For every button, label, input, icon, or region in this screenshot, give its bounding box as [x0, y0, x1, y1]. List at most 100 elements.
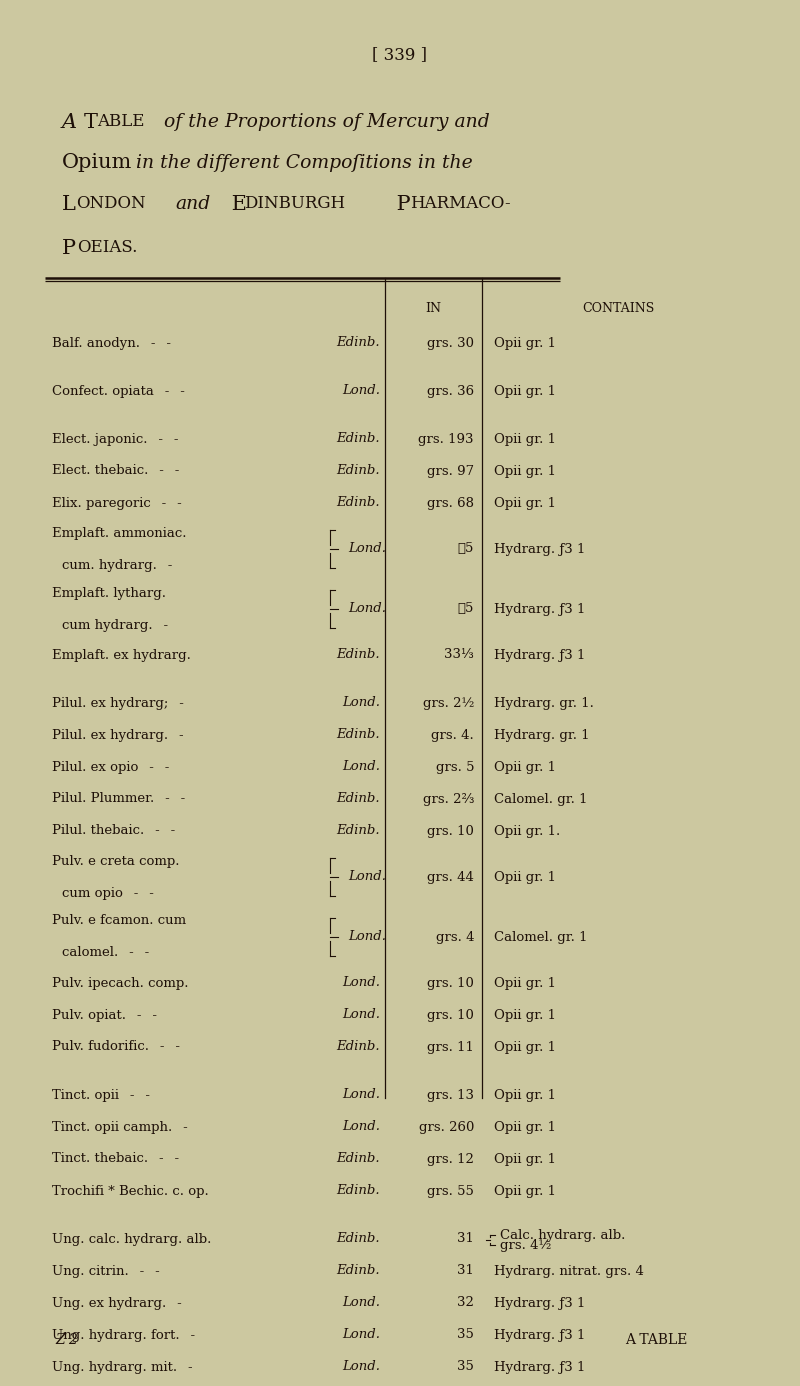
Text: Edinb.: Edinb. — [336, 825, 380, 837]
Text: grs. 55: grs. 55 — [427, 1185, 474, 1198]
Text: Lond.: Lond. — [342, 1088, 380, 1102]
Text: Edinb.: Edinb. — [336, 496, 380, 510]
Text: Edinb.: Edinb. — [336, 337, 380, 349]
Text: Lond.: Lond. — [342, 384, 380, 398]
Text: grs. 2½: grs. 2½ — [422, 697, 474, 710]
Text: grs. 10: grs. 10 — [427, 1009, 474, 1021]
Text: Confect. opiata  -  -: Confect. opiata - - — [52, 384, 191, 398]
Text: cum. hydrarg.  -: cum. hydrarg. - — [62, 559, 172, 571]
Text: Lond.: Lond. — [342, 1120, 380, 1134]
Text: grs. 36: grs. 36 — [427, 384, 474, 398]
Text: Elix. paregoric  -  -: Elix. paregoric - - — [52, 496, 188, 510]
Text: Lond.: Lond. — [342, 1009, 380, 1021]
Text: Elect. thebaic.  -  -: Elect. thebaic. - - — [52, 464, 186, 478]
Text: Edinb.: Edinb. — [336, 649, 380, 661]
Text: [ 339 ]: [ 339 ] — [373, 47, 427, 64]
Text: in the different Compoſitions in the: in the different Compoſitions in the — [130, 154, 473, 172]
Text: 31: 31 — [457, 1264, 474, 1278]
Text: grs. 13: grs. 13 — [427, 1088, 474, 1102]
Text: Lond.: Lond. — [342, 1296, 380, 1310]
Text: Emplaft. ammoniac.: Emplaft. ammoniac. — [52, 527, 186, 539]
Text: Hydrarg. ƒ3 1: Hydrarg. ƒ3 1 — [494, 542, 586, 556]
Text: Opii gr. 1: Opii gr. 1 — [494, 384, 556, 398]
Text: Lond.: Lond. — [342, 977, 380, 990]
Text: Tinct. thebaic.  -  -: Tinct. thebaic. - - — [52, 1153, 186, 1166]
Text: Hydrarg. ƒ3 1: Hydrarg. ƒ3 1 — [494, 1329, 586, 1342]
Text: Pulv. e creta comp.: Pulv. e creta comp. — [52, 855, 179, 868]
Text: Edinb.: Edinb. — [336, 729, 380, 742]
Text: Hydrarg. ƒ3 1: Hydrarg. ƒ3 1 — [494, 1296, 586, 1310]
Text: Lond.: Lond. — [348, 603, 386, 615]
Text: Lond.: Lond. — [342, 1329, 380, 1342]
Text: Lond.: Lond. — [348, 542, 386, 556]
Text: Emplaft. ex hydrarg.: Emplaft. ex hydrarg. — [52, 649, 198, 661]
Text: 35: 35 — [457, 1329, 474, 1342]
Text: grs. 10: grs. 10 — [427, 825, 474, 837]
Text: Pulv. e fcamon. cum: Pulv. e fcamon. cum — [52, 915, 186, 927]
Text: grs. 97: grs. 97 — [427, 464, 474, 478]
Text: grs. 44: grs. 44 — [427, 870, 474, 883]
Text: IN: IN — [426, 302, 442, 315]
Text: Hydrarg. nitrat. grs. 4: Hydrarg. nitrat. grs. 4 — [494, 1264, 644, 1278]
Text: Ung. hydrarg. fort.  -: Ung. hydrarg. fort. - — [52, 1329, 202, 1342]
Text: Hydrarg. ƒ3 1: Hydrarg. ƒ3 1 — [494, 649, 586, 661]
Text: Opii gr. 1: Opii gr. 1 — [494, 1185, 556, 1198]
Text: Pilul. ex hydrarg.  -: Pilul. ex hydrarg. - — [52, 729, 190, 742]
Text: Pilul. Plummer.  -  -: Pilul. Plummer. - - — [52, 793, 192, 805]
Text: Opii gr. 1: Opii gr. 1 — [494, 870, 556, 883]
Text: Ung. calc. hydrarg. alb.: Ung. calc. hydrarg. alb. — [52, 1232, 218, 1246]
Text: calomel.  -  -: calomel. - - — [62, 947, 150, 959]
Text: Opii gr. 1: Opii gr. 1 — [494, 1041, 556, 1053]
Text: Lond.: Lond. — [348, 870, 386, 883]
Text: OEIAS.: OEIAS. — [77, 240, 138, 256]
Text: Pilul. ex opio  -  -: Pilul. ex opio - - — [52, 761, 176, 773]
Text: Balf. anodyn.  -  -: Balf. anodyn. - - — [52, 337, 178, 349]
Text: grs. 4.: grs. 4. — [431, 729, 474, 742]
Text: Hydrarg. ƒ3 1: Hydrarg. ƒ3 1 — [494, 603, 586, 615]
Text: 5: 5 — [458, 603, 474, 615]
Text: Edinb.: Edinb. — [336, 432, 380, 445]
Text: Opii gr. 1: Opii gr. 1 — [494, 496, 556, 510]
Text: Opii gr. 1: Opii gr. 1 — [494, 464, 556, 478]
Text: grs. 2⅔: grs. 2⅔ — [422, 793, 474, 805]
Text: 35: 35 — [457, 1361, 474, 1374]
Text: Lond.: Lond. — [342, 697, 380, 710]
Text: cum opio  -  -: cum opio - - — [62, 887, 154, 900]
Text: E: E — [225, 194, 247, 213]
Text: Calomel. gr. 1: Calomel. gr. 1 — [494, 930, 587, 944]
Text: Tinct. opii camph.  -: Tinct. opii camph. - — [52, 1120, 194, 1134]
Text: Pilul. ex hydrarg;  -: Pilul. ex hydrarg; - — [52, 697, 190, 710]
Text: Lond.: Lond. — [342, 1361, 380, 1374]
Text: grs. 30: grs. 30 — [427, 337, 474, 349]
Text: Hydrarg. gr. 1: Hydrarg. gr. 1 — [494, 729, 590, 742]
Text: P: P — [390, 194, 410, 213]
Text: Pilul. thebaic.  -  -: Pilul. thebaic. - - — [52, 825, 182, 837]
Text: and: and — [175, 195, 210, 213]
Text: Edinb.: Edinb. — [336, 1264, 380, 1278]
Text: cum hydrarg.  -: cum hydrarg. - — [62, 618, 168, 632]
Text: ABLE: ABLE — [97, 114, 145, 130]
Text: Edinb.: Edinb. — [336, 1041, 380, 1053]
Text: Opii gr. 1: Opii gr. 1 — [494, 1153, 556, 1166]
Text: 33⅓: 33⅓ — [444, 649, 474, 661]
Text: Hydrarg. gr. 1.: Hydrarg. gr. 1. — [494, 697, 594, 710]
Text: ONDON: ONDON — [76, 195, 146, 212]
Text: Pulv. fudorific.  -  -: Pulv. fudorific. - - — [52, 1041, 186, 1053]
Text: Trochifi * Bechic. c. op.: Trochifi * Bechic. c. op. — [52, 1185, 215, 1198]
Text: Opium: Opium — [62, 154, 132, 172]
Text: Opii gr. 1: Opii gr. 1 — [494, 1009, 556, 1021]
Text: grs. 193: grs. 193 — [418, 432, 474, 445]
Text: DINBURGH: DINBURGH — [244, 195, 345, 212]
Text: Edinb.: Edinb. — [336, 1232, 380, 1246]
Text: Pulv. opiat.  -  -: Pulv. opiat. - - — [52, 1009, 164, 1021]
Text: Ung. ex hydrarg.  -: Ung. ex hydrarg. - — [52, 1296, 188, 1310]
Text: 31: 31 — [457, 1232, 474, 1246]
Text: Z 2: Z 2 — [55, 1333, 78, 1347]
Text: Pulv. ipecach. comp.: Pulv. ipecach. comp. — [52, 977, 195, 990]
Text: Lond.: Lond. — [342, 761, 380, 773]
Text: Elect. japonic.  -  -: Elect. japonic. - - — [52, 432, 185, 445]
Text: CONTAINS: CONTAINS — [582, 302, 654, 315]
Text: grs. 4: grs. 4 — [435, 930, 474, 944]
Text: grs. 4½: grs. 4½ — [500, 1239, 551, 1252]
Text: of the Proportions of Mercury and: of the Proportions of Mercury and — [158, 114, 490, 132]
